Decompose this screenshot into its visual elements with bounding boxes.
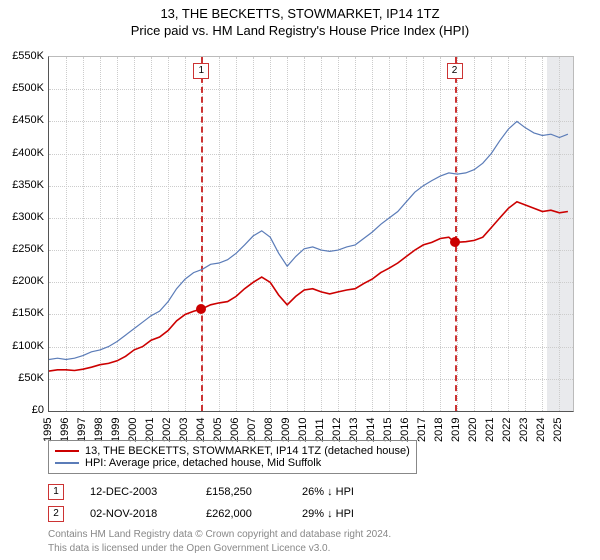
footer-line-1: Contains HM Land Registry data © Crown c… [48, 528, 572, 542]
x-tick-label: 1996 [59, 418, 71, 442]
x-tick-label: 2015 [382, 418, 394, 442]
transaction-row-2: 2 02-NOV-2018 £262,000 29% ↓ HPI [48, 506, 572, 522]
x-tick-label: 2001 [144, 418, 156, 442]
x-tick-label: 2021 [484, 418, 496, 442]
x-tick-label: 2020 [467, 418, 479, 442]
y-tick-label: £400K [0, 147, 44, 159]
x-tick-label: 2003 [178, 418, 190, 442]
chart-subtitle: Price paid vs. HM Land Registry's House … [0, 21, 600, 42]
x-tick-label: 2013 [348, 418, 360, 442]
x-tick-label: 2005 [212, 418, 224, 442]
x-tick-label: 1998 [93, 418, 105, 442]
x-tick-label: 1995 [42, 418, 54, 442]
y-tick-label: £550K [0, 50, 44, 62]
x-tick-label: 2011 [314, 418, 326, 442]
transaction-date-2: 02-NOV-2018 [90, 508, 180, 520]
x-tick-label: 2012 [331, 418, 343, 442]
chart-title: 13, THE BECKETTS, STOWMARKET, IP14 1TZ [0, 0, 600, 21]
x-tick-label: 2022 [501, 418, 513, 442]
y-tick-label: £100K [0, 340, 44, 352]
line-chart-svg [49, 57, 573, 411]
transactions-table: 1 12-DEC-2003 £158,250 26% ↓ HPI 2 02-NO… [48, 484, 572, 522]
y-tick-label: £200K [0, 275, 44, 287]
legend-and-footer: 13, THE BECKETTS, STOWMARKET, IP14 1TZ (… [48, 440, 572, 555]
legend-label-2: HPI: Average price, detached house, Mid … [85, 457, 321, 469]
transaction-diff-1: 26% ↓ HPI [302, 486, 354, 498]
x-tick-label: 1997 [76, 418, 88, 442]
transaction-num-2: 2 [48, 506, 64, 522]
transaction-row-1: 1 12-DEC-2003 £158,250 26% ↓ HPI [48, 484, 572, 500]
legend-swatch-2 [55, 462, 79, 464]
x-tick-label: 2014 [365, 418, 377, 442]
y-tick-label: £350K [0, 179, 44, 191]
transaction-price-2: £262,000 [206, 508, 276, 520]
x-tick-label: 2023 [518, 418, 530, 442]
series-hpi [49, 121, 568, 359]
x-tick-label: 2017 [416, 418, 428, 442]
transaction-date-1: 12-DEC-2003 [90, 486, 180, 498]
transaction-price-1: £158,250 [206, 486, 276, 498]
x-tick-label: 2016 [399, 418, 411, 442]
x-tick-label: 2004 [195, 418, 207, 442]
x-tick-label: 2010 [297, 418, 309, 442]
y-tick-label: £450K [0, 114, 44, 126]
legend-box: 13, THE BECKETTS, STOWMARKET, IP14 1TZ (… [48, 440, 417, 474]
x-tick-label: 2019 [450, 418, 462, 442]
x-tick-label: 2007 [246, 418, 258, 442]
y-tick-label: £250K [0, 243, 44, 255]
x-tick-label: 2018 [433, 418, 445, 442]
transaction-dot-2 [450, 237, 460, 247]
y-tick-label: £300K [0, 211, 44, 223]
footer-line-2: This data is licensed under the Open Gov… [48, 542, 572, 556]
x-tick-label: 2006 [229, 418, 241, 442]
transaction-num-1: 1 [48, 484, 64, 500]
x-tick-label: 2000 [127, 418, 139, 442]
x-tick-label: 2025 [552, 418, 564, 442]
legend-item-1: 13, THE BECKETTS, STOWMARKET, IP14 1TZ (… [55, 445, 410, 457]
y-tick-label: £50K [0, 372, 44, 384]
attribution-footer: Contains HM Land Registry data © Crown c… [48, 528, 572, 555]
legend-label-1: 13, THE BECKETTS, STOWMARKET, IP14 1TZ (… [85, 445, 410, 457]
x-tick-label: 2008 [263, 418, 275, 442]
y-tick-label: £0 [0, 404, 44, 416]
legend-item-2: HPI: Average price, detached house, Mid … [55, 457, 410, 469]
transaction-diff-2: 29% ↓ HPI [302, 508, 354, 520]
x-tick-label: 2002 [161, 418, 173, 442]
y-tick-label: £150K [0, 307, 44, 319]
plot-area: 1 2 [48, 56, 574, 412]
x-tick-label: 1999 [110, 418, 122, 442]
transaction-dot-1 [196, 304, 206, 314]
x-tick-label: 2009 [280, 418, 292, 442]
series-property [49, 202, 568, 371]
legend-swatch-1 [55, 450, 79, 452]
x-tick-label: 2024 [535, 418, 547, 442]
y-tick-label: £500K [0, 82, 44, 94]
